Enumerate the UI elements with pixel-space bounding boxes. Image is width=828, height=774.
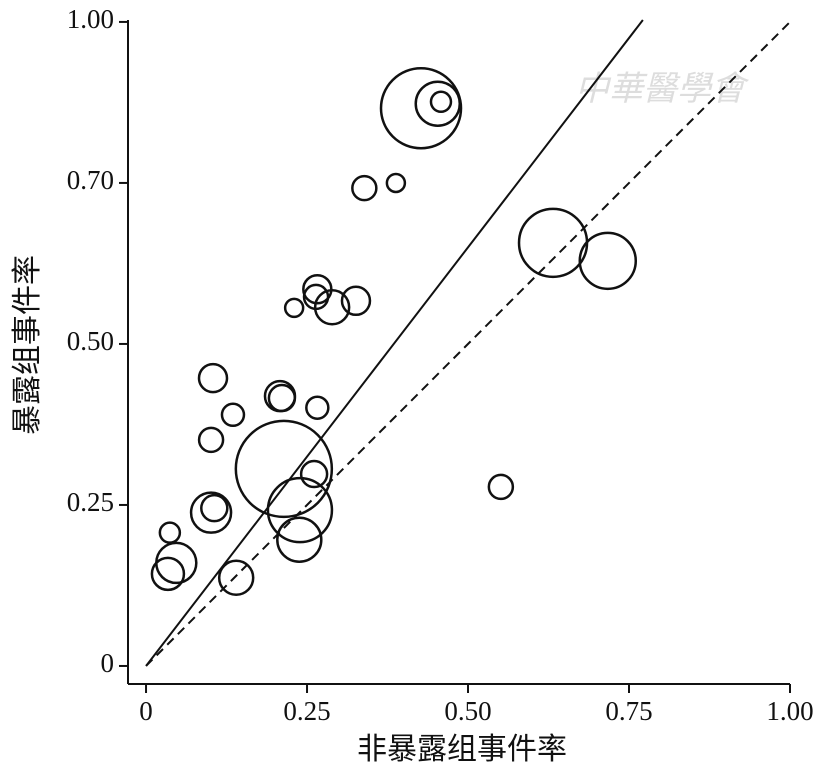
reference-line (145, 19, 644, 667)
bubble (220, 402, 246, 428)
bubble (283, 297, 305, 319)
bubble (517, 207, 589, 279)
bubble (150, 556, 186, 592)
bubble (276, 516, 323, 563)
x-tick-label: 0.25 (283, 696, 330, 726)
bubble (414, 80, 461, 127)
bubble (429, 90, 453, 114)
bubble (197, 426, 225, 454)
y-tick-label: 0.70 (67, 165, 114, 195)
y-tick-label: 0.50 (67, 326, 114, 356)
bubble (217, 559, 255, 596)
bubble (197, 362, 229, 394)
bubble (379, 66, 463, 150)
bubble (234, 419, 334, 519)
x-tick-label: 1.00 (766, 696, 813, 726)
bubble (351, 174, 378, 202)
y-tick-label: 1.00 (67, 4, 114, 34)
x-tick-label: 0 (139, 696, 153, 726)
bubble (487, 473, 515, 501)
bubble (340, 285, 372, 317)
bubble (313, 288, 351, 326)
x-tick-label: 0.75 (605, 696, 652, 726)
y-tick-label: 0.25 (67, 487, 114, 517)
bubble (266, 476, 334, 544)
x-tick-label: 0.50 (444, 696, 491, 726)
y-axis-title: 暴露组事件率 (11, 255, 44, 435)
reference-line (145, 21, 791, 667)
y-tick-label: 0 (101, 648, 115, 678)
bubble (578, 231, 638, 291)
bubble (158, 521, 182, 544)
bubble (305, 395, 330, 420)
watermark: 中華醫學會 (575, 71, 750, 108)
x-axis-title: 非暴露组事件率 (357, 733, 567, 766)
bubble (385, 172, 407, 194)
bubble (299, 459, 329, 489)
bubble (155, 541, 198, 585)
bubble (189, 491, 233, 534)
bubble (267, 383, 297, 413)
bubble (200, 493, 229, 523)
